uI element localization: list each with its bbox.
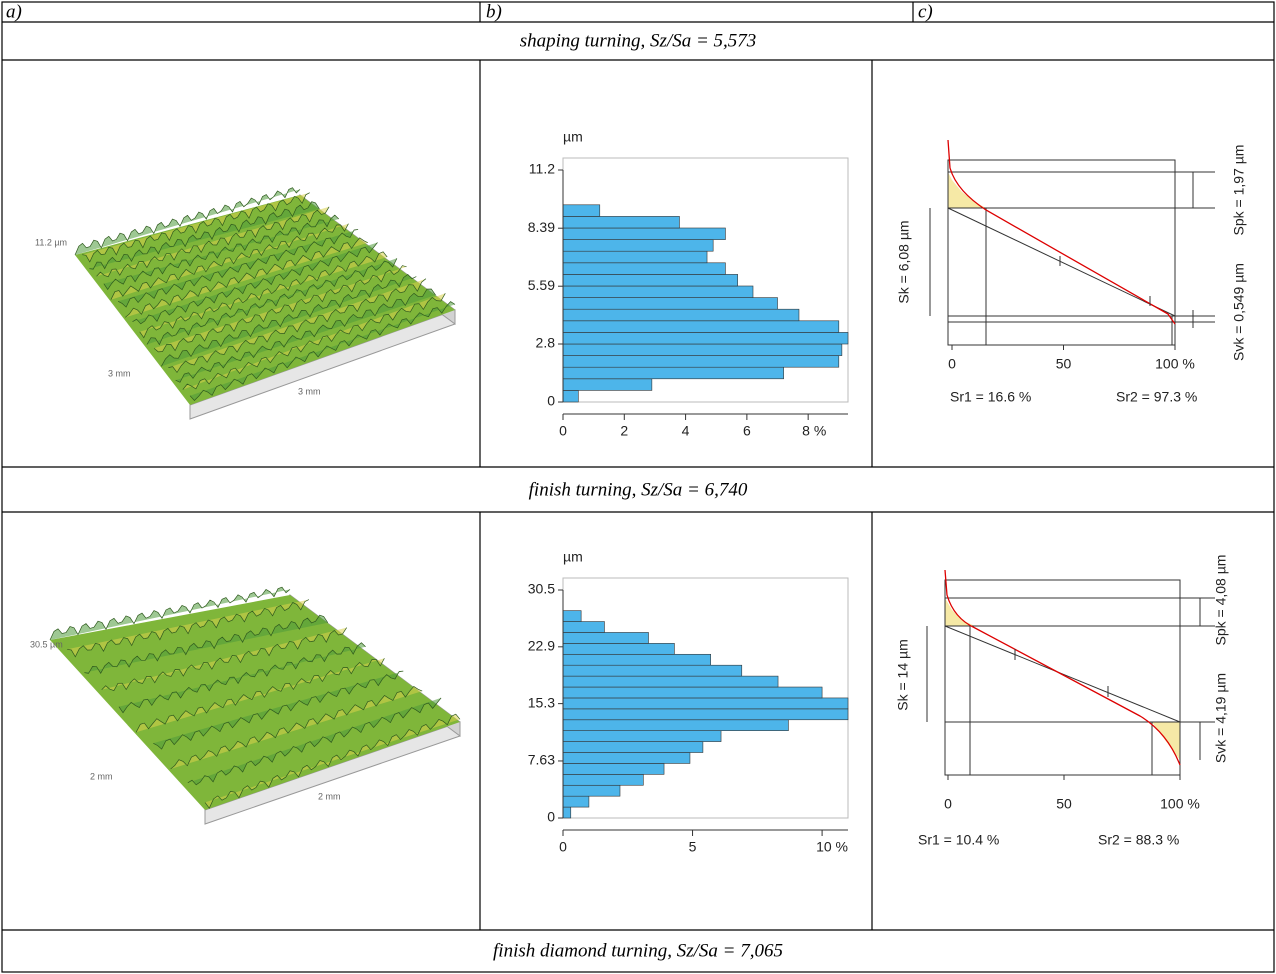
figure-table: a) b) c) shaping turning, Sz/Sa = 5,573 … [0,0,1276,974]
svk-label: Svk = 0,549 µm [1231,263,1247,361]
unit-label: µm [563,549,583,565]
sk-label: Sk = 6,08 µm [896,220,912,303]
histogram-bar [563,763,664,774]
section-caption: shaping turning, Sz/Sa = 5,573 [520,30,757,51]
material-ratio-curve [927,570,1215,775]
surface-axis-label: 2 mm [90,771,113,781]
histogram-bar [563,774,643,785]
x-tick-label: 0 [948,356,956,372]
surface-plot [75,188,455,419]
histogram-bar [563,611,581,622]
y-tick-label: 0 [547,809,555,825]
x-tick-label: 8 % [802,423,826,439]
x-tick-label: 10 % [816,839,848,855]
histogram-bar [563,687,822,698]
histogram-bar [563,356,839,368]
histogram-bar [563,622,604,633]
y-tick-label: 7.63 [528,752,555,768]
x-tick-label: 0 [559,423,567,439]
x-tick-label: 50 [1056,356,1072,372]
header-cell: c) [918,1,933,22]
material-ratio-curve [930,140,1215,345]
histogram-bar [563,753,690,764]
histogram-bar [563,709,848,720]
histogram-bar [563,665,742,676]
y-tick-label: 8.39 [528,219,555,235]
x-tick-label: 50 [1056,796,1072,812]
histogram-bar [563,807,571,818]
histogram-bar [563,274,738,286]
histogram-bar [563,240,713,252]
x-tick-label: 2 [620,423,628,439]
histogram-bar [563,286,753,298]
histogram-bar [563,251,707,263]
histogram-bar [563,321,839,333]
histogram-bar [563,390,578,402]
histogram-bar [563,332,848,344]
histogram-bar [563,643,674,654]
histogram-bar [563,367,784,379]
surface-axis-label: 2 mm [318,791,341,801]
histogram-bar [563,309,799,321]
sr1-label: Sr1 = 16.6 % [950,389,1031,405]
sr1-label: Sr1 = 10.4 % [918,832,999,848]
spk-label: Spk = 4,08 µm [1213,555,1229,646]
histogram-bar [563,379,652,391]
section-caption: finish turning, Sz/Sa = 6,740 [529,479,748,500]
histogram-bar [563,785,620,796]
histogram-bar [563,720,788,731]
surface-axis-label: 3 mm [108,368,131,378]
histogram-bar [563,263,725,275]
y-tick-label: 11.2 [529,161,555,177]
histogram-bar [563,676,778,687]
header-cell: a) [6,1,22,22]
x-tick-label: 6 [743,423,751,439]
x-tick-label: 100 % [1160,796,1200,812]
histogram-bar [563,298,778,310]
surface-axis-label: 3 mm [298,386,321,396]
sk-label: Sk = 14 µm [895,639,911,710]
y-tick-label: 30.5 [528,581,555,597]
histogram-bar [563,742,703,753]
x-tick-label: 0 [559,839,567,855]
svk-label: Svk = 4,19 µm [1213,673,1229,763]
surface-height-label: 30.5 µm [30,639,63,649]
section-caption: finish diamond turning, Sz/Sa = 7,065 [493,940,783,961]
x-tick-label: 5 [689,839,697,855]
unit-label: µm [563,129,583,145]
sr2-label: Sr2 = 97.3 % [1116,389,1197,405]
histogram-bar [563,632,649,643]
x-tick-label: 0 [944,796,952,812]
x-tick-label: 4 [682,423,690,439]
x-tick-label: 100 % [1155,356,1195,372]
histogram-bar [563,698,848,709]
surface-plot [50,587,460,824]
y-tick-label: 22.9 [528,638,555,654]
header-cell: b) [486,1,502,22]
y-tick-label: 5.59 [528,277,555,293]
histogram-bar [563,731,721,742]
histogram-bar [563,654,711,665]
histogram-bar [563,228,725,240]
y-tick-label: 0 [547,393,555,409]
histogram-bar [563,796,589,807]
histogram-bar [563,216,679,228]
surface-height-label: 11.2 µm [35,237,67,247]
sr2-label: Sr2 = 88.3 % [1098,832,1179,848]
histogram-bar [563,205,600,217]
y-tick-label: 2.8 [536,335,556,351]
spk-label: Spk = 1,97 µm [1231,145,1247,236]
histogram-bar [563,344,842,356]
y-tick-label: 15.3 [528,694,555,710]
